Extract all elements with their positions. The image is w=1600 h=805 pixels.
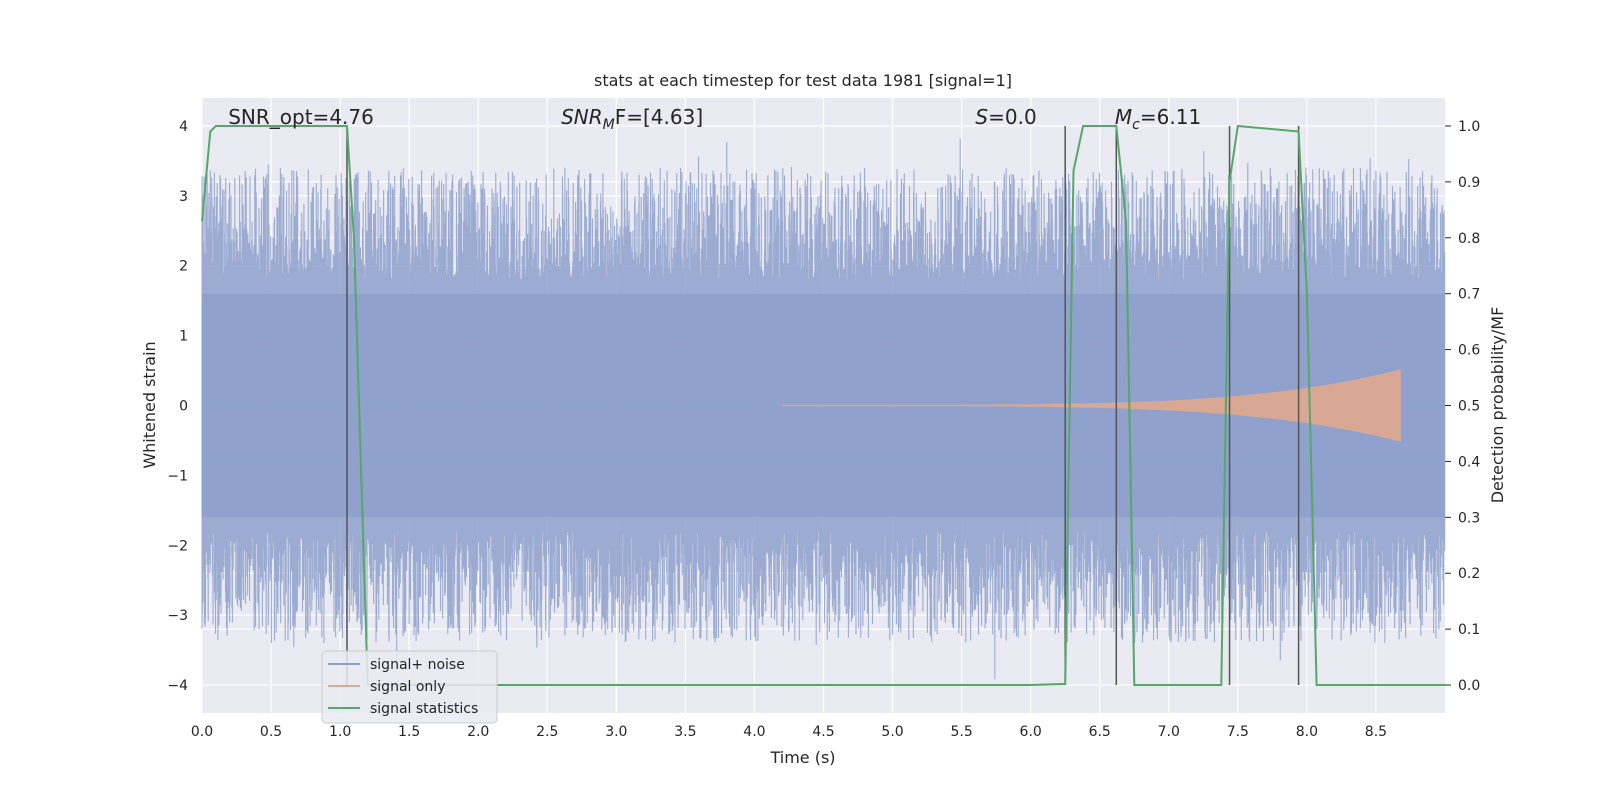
x-tick-label-7: 3.5 (674, 724, 696, 740)
legend: signal+ noise signal only signal statist… (321, 650, 498, 724)
y-left-tick-label-8: 4 (179, 119, 188, 135)
x-tick-label-15: 7.5 (1227, 724, 1249, 740)
x-tick-label-17: 8.5 (1365, 724, 1387, 740)
x-tick-label-13: 6.5 (1089, 724, 1111, 740)
y-right-tick-label-0: 0.0 (1458, 678, 1480, 694)
chart-title: stats at each timestep for test data 198… (594, 71, 1012, 90)
y-right-tick-label-9: 0.9 (1458, 175, 1480, 191)
signal-only-series (782, 369, 1401, 442)
legend-box (321, 650, 498, 724)
annotation-2: S=0.0 (975, 105, 1036, 129)
x-tick-label-9: 4.5 (812, 724, 834, 740)
legend-label-signal-noise: signal+ noise (370, 657, 465, 673)
x-axis-label: Time (s) (769, 748, 835, 767)
annotation-0: SNR_opt=4.76 (228, 105, 374, 129)
y-right-tick-label-6: 0.6 (1458, 343, 1480, 359)
x-tick-label-16: 8.0 (1296, 724, 1318, 740)
y-left-tick-label-7: 3 (179, 189, 188, 205)
y-right-tick-label-7: 0.7 (1458, 287, 1480, 303)
y-right-axis-label: Detection probability/MF (1488, 307, 1507, 504)
x-tick-label-10: 5.0 (881, 724, 903, 740)
x-tick-label-0: 0.0 (191, 724, 213, 740)
x-tick-label-6: 3.0 (605, 724, 627, 740)
x-tick-label-11: 5.5 (950, 724, 972, 740)
x-tick-label-5: 2.5 (536, 724, 558, 740)
y-left-tick-label-5: 1 (179, 329, 188, 345)
y-left-tick-label-4: 0 (179, 399, 188, 415)
y-right-axis-ticks: 0.0 0.1 0.2 0.3 0.4 0.5 0.6 0.7 0.8 0.9 1.0 (1445, 119, 1480, 694)
y-right-tick-label-10: 1.0 (1458, 119, 1480, 135)
legend-label-signal-only: signal only (370, 679, 445, 695)
x-tick-label-1: 0.5 (260, 724, 282, 740)
x-tick-label-12: 6.0 (1020, 724, 1042, 740)
y-left-tick-label-0: −4 (167, 678, 188, 694)
y-right-tick-label-8: 0.8 (1458, 231, 1480, 247)
annotations: SNR_opt=4.76 SNRMF=[4.63] S=0.0 Mc=6.11 (228, 105, 1201, 133)
x-axis-ticks: 0.0 0.5 1.0 1.5 2.0 2.5 3.0 3.5 4.0 4.5 5.0 5.5 6.0 6… (191, 724, 1387, 740)
y-left-tick-label-3: −1 (167, 468, 188, 484)
x-tick-label-14: 7.0 (1158, 724, 1180, 740)
signal-only-envelope (782, 369, 1401, 442)
annotation-1: SNRMF=[4.63] (561, 105, 703, 133)
y-left-axis-label: Whitened strain (140, 341, 159, 468)
y-right-tick-label-5: 0.5 (1458, 399, 1480, 415)
y-left-tick-label-1: −3 (167, 608, 188, 624)
annotation-3: Mc=6.11 (1115, 105, 1201, 133)
y-right-tick-label-1: 0.1 (1458, 622, 1480, 638)
signal-statistics-series (201, 124, 1445, 686)
y-right-tick-label-4: 0.4 (1458, 454, 1480, 470)
y-left-axis-ticks: −4 −3 −2 −1 0 1 2 3 4 (167, 119, 188, 694)
legend-label-signal-statistics: signal statistics (370, 701, 478, 717)
x-tick-label-4: 2.0 (467, 724, 489, 740)
y-left-tick-label-6: 2 (179, 259, 188, 275)
x-tick-label-8: 4.0 (743, 724, 765, 740)
y-right-tick-label-3: 0.3 (1458, 510, 1480, 526)
signal-statistics-line (201, 124, 1445, 686)
y-right-tick-label-2: 0.2 (1458, 566, 1480, 582)
x-tick-label-2: 1.0 (329, 724, 351, 740)
y-left-tick-label-2: −2 (167, 538, 188, 554)
x-tick-label-3: 1.5 (398, 724, 420, 740)
